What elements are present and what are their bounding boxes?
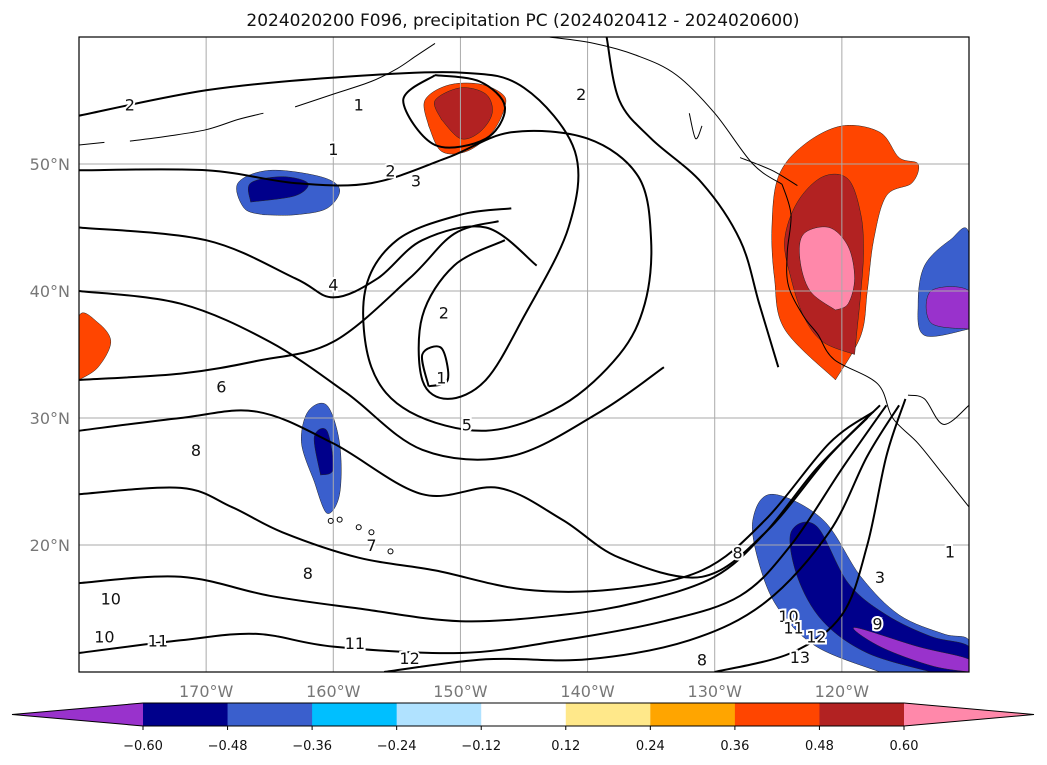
contour-label-15: 10 (101, 589, 121, 608)
contour-label-12: 7 (366, 536, 376, 555)
y-tick-label-3: 20°N (30, 536, 70, 555)
x-tick-label-3: 140°W (560, 682, 615, 701)
contour-label-6: 4 (328, 276, 338, 295)
coastline-3 (739, 157, 798, 187)
x-tick-label-1: 160°W (306, 682, 361, 701)
colorbar-tick-label-3: −0.24 (377, 739, 417, 754)
contour-line-11 (714, 398, 907, 672)
y-tick-label-1: 40°N (30, 282, 70, 301)
coastline-4 (688, 113, 703, 140)
gridline-layer (79, 37, 969, 672)
contour-label-14: 8 (733, 544, 743, 563)
contour-label-26: 3 (875, 568, 885, 587)
colorbar-extend-low (12, 703, 143, 726)
contour-label-5: 2 (576, 85, 586, 104)
contour-line-1 (605, 37, 780, 368)
contour-label-24: 8 (697, 650, 707, 669)
precip-region-11 (789, 521, 969, 672)
colorbar-tick-label-8: 0.48 (805, 739, 834, 754)
coastline-6 (129, 112, 264, 142)
contour-label-0: 2 (125, 95, 135, 114)
island-3 (336, 516, 343, 523)
contour-line-13 (420, 345, 450, 388)
colorbar-band-7 (734, 703, 820, 726)
colorbar-tick-label-0: −0.60 (123, 739, 163, 754)
map-frame (78, 36, 970, 673)
x-tick-label-5: 120°W (815, 682, 870, 701)
contour-line-8 (79, 417, 869, 623)
x-tick-label-4: 130°W (688, 682, 743, 701)
contour-label-4: 3 (411, 172, 421, 191)
precip-region-5 (79, 312, 112, 381)
contour-label-18: 11 (345, 634, 365, 653)
precip-region-3 (434, 87, 493, 140)
island-4 (327, 517, 334, 524)
colorbar-band-3 (396, 703, 482, 726)
contour-label-21: 11 (783, 619, 803, 638)
contour-label-19: 12 (399, 649, 419, 668)
contour-label-2: 1 (328, 140, 338, 159)
colorbar-band-8 (819, 703, 905, 726)
colorbar-band-0 (143, 703, 229, 726)
contour-label-20: 10 (778, 607, 798, 626)
island-1 (368, 529, 375, 536)
colorbar-tick-label-6: 0.24 (636, 739, 665, 754)
colorbar-tick-label-4: −0.12 (461, 739, 501, 754)
island-0 (387, 548, 394, 555)
coastline-0 (781, 184, 969, 508)
contour-label-3: 2 (385, 161, 395, 180)
contour-line-12 (402, 74, 506, 149)
contour-label-23: 13 (790, 648, 810, 667)
coastline-1 (907, 394, 969, 425)
colorbar-tick-label-5: 0.12 (551, 739, 580, 754)
colorbar-tick-label-9: 0.60 (890, 739, 919, 754)
contour-label-1: 1 (354, 95, 364, 114)
x-tick-label-0: 170°W (179, 682, 234, 701)
precip-region-1 (799, 226, 855, 311)
contour-label-27: 1 (945, 542, 955, 561)
contour-label-8: 1 (436, 368, 446, 387)
x-tick-label-2: 150°W (433, 682, 488, 701)
contour-label-10: 5 (462, 415, 472, 434)
colorbar-band-4 (481, 703, 567, 726)
y-tick-label-0: 50°N (30, 155, 70, 174)
contour-label-11: 8 (191, 441, 201, 460)
contour-label-16: 10 (94, 627, 114, 646)
contour-label-9: 6 (216, 377, 226, 396)
chart-title: 2024020200 F096, precipitation PC (20240… (246, 11, 799, 31)
contour-line-4 (79, 290, 665, 461)
colorbar: −0.60 −0.48 −0.36 −0.24 −0.12 0.12 0.24 0.36 0.4… (11, 702, 1035, 754)
precip-region-14 (925, 286, 969, 330)
contour-line-0 (79, 71, 580, 400)
contour-label-22: 12 (806, 627, 826, 646)
colorbar-extend-high (904, 703, 1034, 726)
contour-label-25: 9 (872, 615, 882, 634)
contour-layer (79, 37, 907, 672)
contour-line-7 (79, 410, 875, 593)
y-tick-label-2: 30°N (30, 409, 70, 428)
y-tick-labels: 50°N 40°N 30°N 20°N (30, 155, 70, 555)
contour-line-5 (79, 220, 499, 381)
x-tick-labels: 170°W 160°W 150°W 140°W 130°W 120°W (179, 682, 869, 701)
colorbar-tick-label-7: 0.36 (720, 739, 749, 754)
contour-label-17: 11 (148, 631, 168, 650)
colorbar-band-6 (650, 703, 736, 726)
contour-line-2 (79, 129, 653, 432)
contour-line-3 (79, 225, 538, 299)
coastline-2 (549, 37, 783, 185)
contour-label-7: 2 (439, 304, 449, 323)
precip-fill-layer (79, 82, 969, 672)
contour-line-9 (79, 404, 888, 655)
colorbar-tick-label-1: −0.48 (208, 739, 248, 754)
coastline-7 (79, 141, 105, 146)
colorbar-band-2 (312, 703, 398, 726)
contour-label-13: 8 (303, 564, 313, 583)
colorbar-band-5 (565, 703, 651, 726)
colorbar-band-1 (227, 703, 313, 726)
island-2 (355, 524, 362, 531)
contour-line-10 (383, 404, 900, 672)
colorbar-tick-label-2: −0.36 (292, 739, 332, 754)
